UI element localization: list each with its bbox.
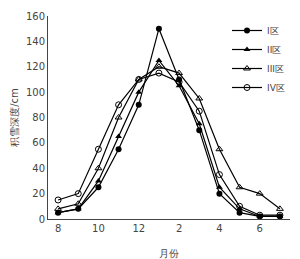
- svg-text:100: 100: [26, 87, 45, 98]
- svg-text:IV区: IV区: [267, 83, 285, 93]
- svg-text:2: 2: [176, 223, 182, 234]
- svg-text:80: 80: [32, 112, 45, 123]
- svg-text:0: 0: [39, 214, 45, 225]
- svg-text:8: 8: [55, 223, 61, 234]
- svg-text:II区: II区: [267, 45, 281, 55]
- svg-text:160: 160: [26, 11, 45, 22]
- svg-text:III区: III区: [267, 64, 284, 74]
- svg-text:120: 120: [26, 61, 45, 72]
- svg-text:4: 4: [216, 223, 222, 234]
- svg-text:140: 140: [26, 36, 45, 47]
- svg-text:10: 10: [92, 223, 105, 234]
- svg-text:月份: 月份: [159, 248, 179, 259]
- svg-text:12: 12: [132, 223, 145, 234]
- svg-text:I区: I区: [267, 26, 279, 36]
- svg-text:积雪深度/cm: 积雪深度/cm: [9, 88, 20, 147]
- svg-text:40: 40: [32, 163, 45, 174]
- svg-text:6: 6: [257, 223, 263, 234]
- svg-text:60: 60: [32, 137, 45, 148]
- svg-text:20: 20: [32, 188, 45, 199]
